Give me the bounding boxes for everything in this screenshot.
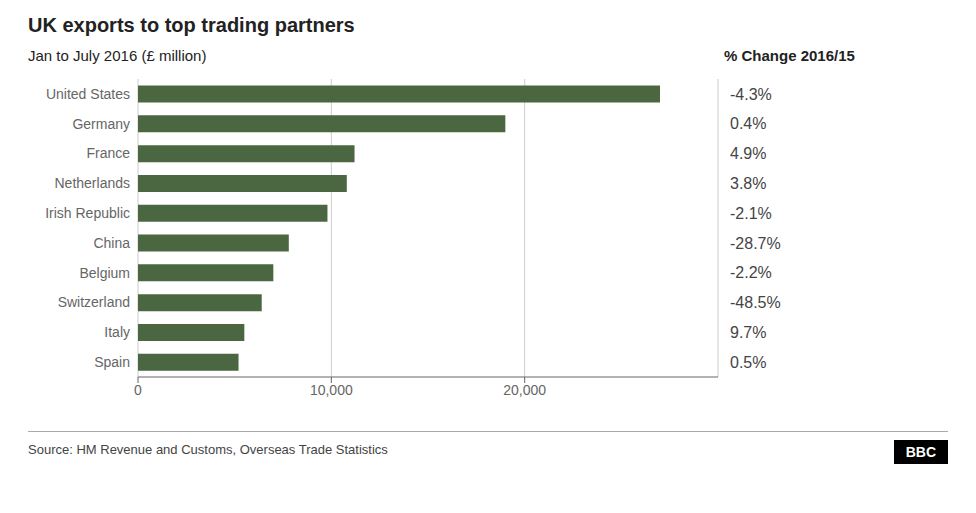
svg-text:9.7%: 9.7%: [730, 324, 766, 341]
svg-text:Irish Republic: Irish Republic: [45, 205, 130, 221]
svg-text:Germany: Germany: [72, 116, 130, 132]
svg-text:0.5%: 0.5%: [730, 354, 766, 371]
html-text:Jan to July 2016 (£ million): Jan to July 2016 (£ million): [28, 47, 207, 64]
svg-text:0: 0: [134, 382, 142, 398]
svg-text:Spain: Spain: [94, 354, 130, 370]
svg-text:France: France: [86, 145, 130, 161]
svg-text:Switzerland: Switzerland: [58, 294, 130, 310]
svg-text:United States: United States: [46, 86, 130, 102]
svg-text:10,000: 10,000: [310, 382, 353, 398]
html-text:% Change 2016/15: % Change 2016/15: [724, 47, 855, 64]
svg-text:20,000: 20,000: [503, 382, 546, 398]
svg-text:3.8%: 3.8%: [730, 175, 766, 192]
svg-text:Italy: Italy: [104, 324, 130, 340]
svg-text:-4.3%: -4.3%: [730, 86, 772, 103]
svg-text:0.4%: 0.4%: [730, 115, 766, 132]
html-text:BBC: BBC: [905, 444, 936, 460]
html-text:Source: HM Revenue and Customs: Source: HM Revenue and Customs, Overseas…: [28, 442, 388, 457]
svg-text:-48.5%: -48.5%: [730, 294, 781, 311]
svg-text:China: China: [93, 235, 130, 251]
svg-text:-28.7%: -28.7%: [730, 235, 781, 252]
svg-text:Netherlands: Netherlands: [55, 175, 131, 191]
svg-text:4.9%: 4.9%: [730, 145, 766, 162]
html-text:UK exports to top trading part: UK exports to top trading partners: [28, 14, 355, 36]
svg-text:-2.2%: -2.2%: [730, 264, 772, 281]
svg-text:-2.1%: -2.1%: [730, 205, 772, 222]
svg-text:Belgium: Belgium: [79, 265, 130, 281]
